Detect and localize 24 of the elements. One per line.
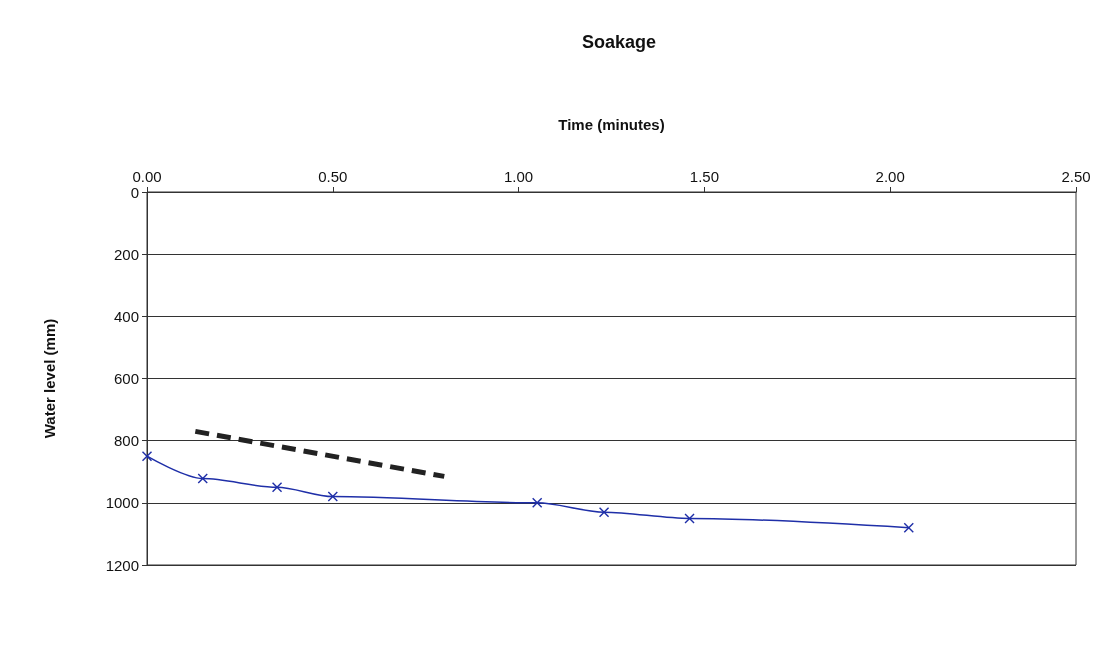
y-tick-label: 400: [113, 307, 139, 325]
point: [327, 491, 338, 502]
y-tick-label: 1000: [105, 494, 139, 512]
x-tick-label: 1.50: [689, 168, 719, 185]
y-tick-label: 200: [113, 245, 139, 263]
x-tick-label: 0.50: [318, 168, 348, 185]
y-tick-label: 600: [113, 370, 139, 387]
x-tick-label: 1.00: [504, 168, 534, 185]
point: [272, 482, 283, 493]
x-tick-label: 2.00: [875, 168, 905, 185]
point: [197, 473, 208, 484]
point: [142, 451, 152, 462]
y-axis-title: Water level (mm): [41, 318, 58, 439]
y-tick-label: 800: [113, 432, 139, 450]
point: [684, 513, 695, 524]
point: [532, 497, 543, 508]
point: [599, 507, 610, 518]
x-tick-label: 0.00: [132, 168, 162, 185]
y-tick-label: 0: [130, 183, 139, 201]
point: [903, 522, 914, 533]
x-axis-title: Time (minutes): [558, 116, 665, 133]
chart-title: Soakage: [581, 32, 657, 52]
x-tick-label: 2.50: [1061, 168, 1091, 185]
y-tick-label: 1200: [105, 556, 139, 574]
